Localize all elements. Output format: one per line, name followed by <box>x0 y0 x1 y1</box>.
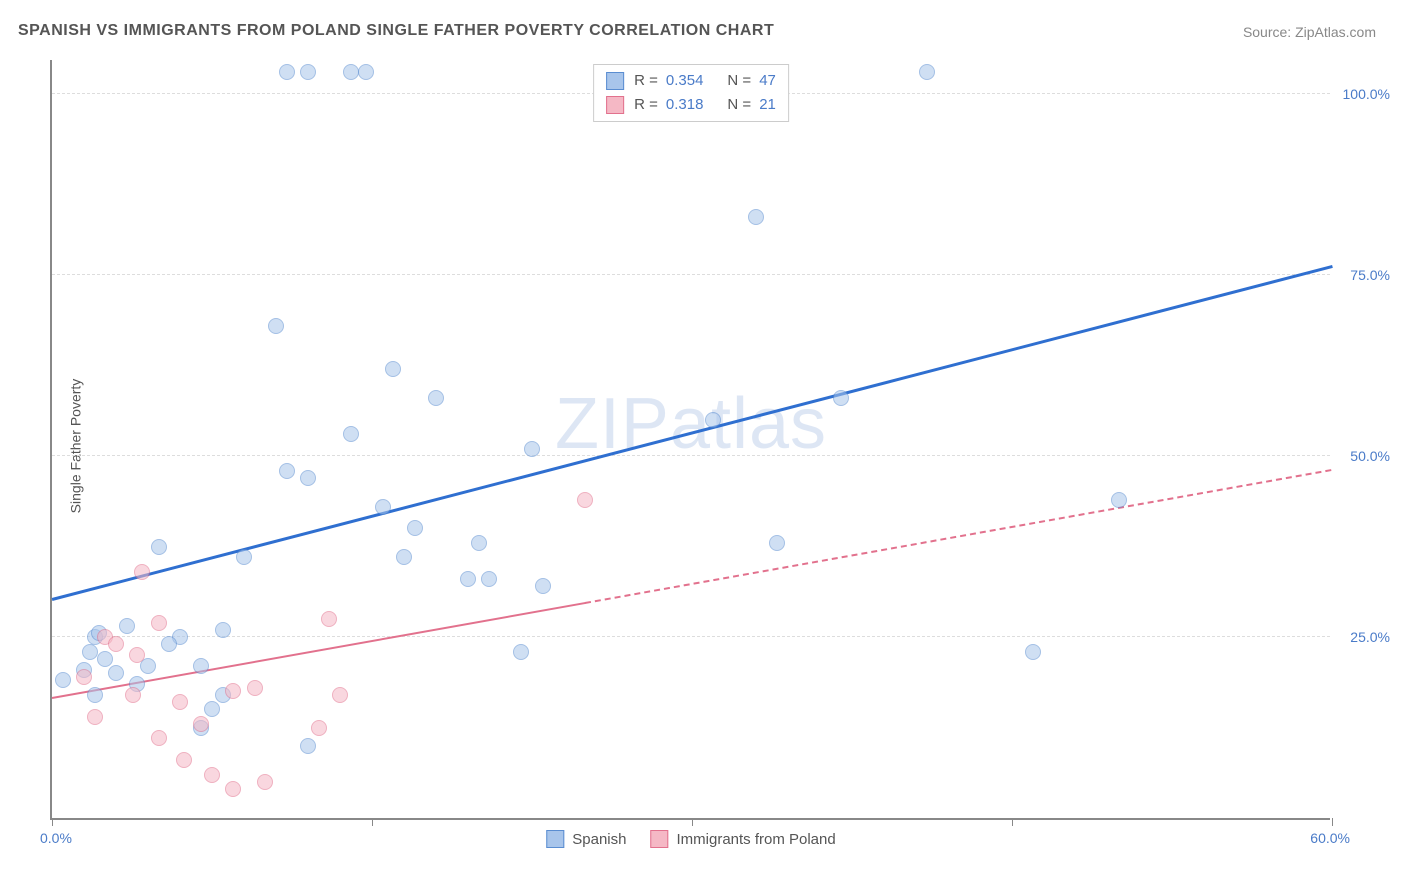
data-point <box>215 622 231 638</box>
data-point <box>225 683 241 699</box>
data-point <box>1025 644 1041 660</box>
swatch-spanish <box>546 830 564 848</box>
data-point <box>268 318 284 334</box>
data-point <box>119 618 135 634</box>
r-label: R = <box>634 93 658 117</box>
x-tick-60: 60.0% <box>1310 830 1350 846</box>
gridline <box>52 455 1330 456</box>
gridline <box>52 274 1330 275</box>
y-tick-label: 25.0% <box>1335 629 1390 645</box>
data-point <box>375 499 391 515</box>
data-point <box>300 64 316 80</box>
data-point <box>535 578 551 594</box>
legend-row-poland: R = 0.318 N = 21 <box>606 93 776 117</box>
data-point <box>300 470 316 486</box>
data-point <box>236 549 252 565</box>
data-point <box>705 412 721 428</box>
data-point <box>343 426 359 442</box>
chart-plot-area: ZIPatlas R = 0.354 N = 47 R = 0.318 N = … <box>50 60 1330 820</box>
data-point <box>204 767 220 783</box>
x-tick-mark <box>692 818 693 826</box>
data-point <box>108 665 124 681</box>
data-point <box>151 615 167 631</box>
y-tick-label: 75.0% <box>1335 267 1390 283</box>
series-legend: Spanish Immigrants from Poland <box>546 830 835 848</box>
data-point <box>97 651 113 667</box>
data-point <box>385 361 401 377</box>
data-point <box>332 687 348 703</box>
data-point <box>428 390 444 406</box>
n-value-poland: 21 <box>759 93 776 117</box>
x-tick-0: 0.0% <box>40 830 72 846</box>
legend-item-spanish: Spanish <box>546 830 626 848</box>
data-point <box>407 520 423 536</box>
data-point <box>833 390 849 406</box>
watermark-text: ZIPatlas <box>555 383 827 465</box>
r-value-spanish: 0.354 <box>666 69 704 93</box>
r-label: R = <box>634 69 658 93</box>
data-point <box>396 549 412 565</box>
legend-label-spanish: Spanish <box>572 831 626 848</box>
data-point <box>513 644 529 660</box>
swatch-spanish <box>606 72 624 90</box>
gridline <box>52 636 1330 637</box>
data-point <box>471 535 487 551</box>
data-point <box>247 680 263 696</box>
correlation-legend: R = 0.354 N = 47 R = 0.318 N = 21 <box>593 64 789 122</box>
r-value-poland: 0.318 <box>666 93 704 117</box>
data-point <box>769 535 785 551</box>
data-point <box>76 669 92 685</box>
data-point <box>748 209 764 225</box>
data-point <box>151 730 167 746</box>
data-point <box>358 64 374 80</box>
data-point <box>225 781 241 797</box>
data-point <box>311 720 327 736</box>
data-point <box>129 647 145 663</box>
data-point <box>577 492 593 508</box>
data-point <box>125 687 141 703</box>
data-point <box>193 658 209 674</box>
data-point <box>82 644 98 660</box>
data-point <box>1111 492 1127 508</box>
swatch-poland <box>650 830 668 848</box>
data-point <box>87 709 103 725</box>
data-point <box>151 539 167 555</box>
n-label: N = <box>727 93 751 117</box>
data-point <box>257 774 273 790</box>
swatch-poland <box>606 96 624 114</box>
legend-label-poland: Immigrants from Poland <box>676 831 835 848</box>
y-tick-label: 50.0% <box>1335 448 1390 464</box>
data-point <box>279 64 295 80</box>
n-label: N = <box>727 69 751 93</box>
x-tick-mark <box>1332 818 1333 826</box>
x-tick-mark <box>52 818 53 826</box>
x-tick-mark <box>372 818 373 826</box>
data-point <box>279 463 295 479</box>
n-value-spanish: 47 <box>759 69 776 93</box>
data-point <box>108 636 124 652</box>
data-point <box>193 716 209 732</box>
data-point <box>524 441 540 457</box>
y-tick-label: 100.0% <box>1335 86 1390 102</box>
data-point <box>343 64 359 80</box>
legend-item-poland: Immigrants from Poland <box>650 830 835 848</box>
legend-row-spanish: R = 0.354 N = 47 <box>606 69 776 93</box>
data-point <box>134 564 150 580</box>
data-point <box>176 752 192 768</box>
data-point <box>919 64 935 80</box>
data-point <box>460 571 476 587</box>
chart-title: SPANISH VS IMMIGRANTS FROM POLAND SINGLE… <box>18 22 774 40</box>
data-point <box>172 694 188 710</box>
source-attribution: Source: ZipAtlas.com <box>1243 24 1376 40</box>
data-point <box>161 636 177 652</box>
trend-line <box>585 469 1332 604</box>
x-tick-mark <box>1012 818 1013 826</box>
data-point <box>55 672 71 688</box>
data-point <box>321 611 337 627</box>
data-point <box>481 571 497 587</box>
data-point <box>300 738 316 754</box>
data-point <box>87 687 103 703</box>
data-point <box>204 701 220 717</box>
